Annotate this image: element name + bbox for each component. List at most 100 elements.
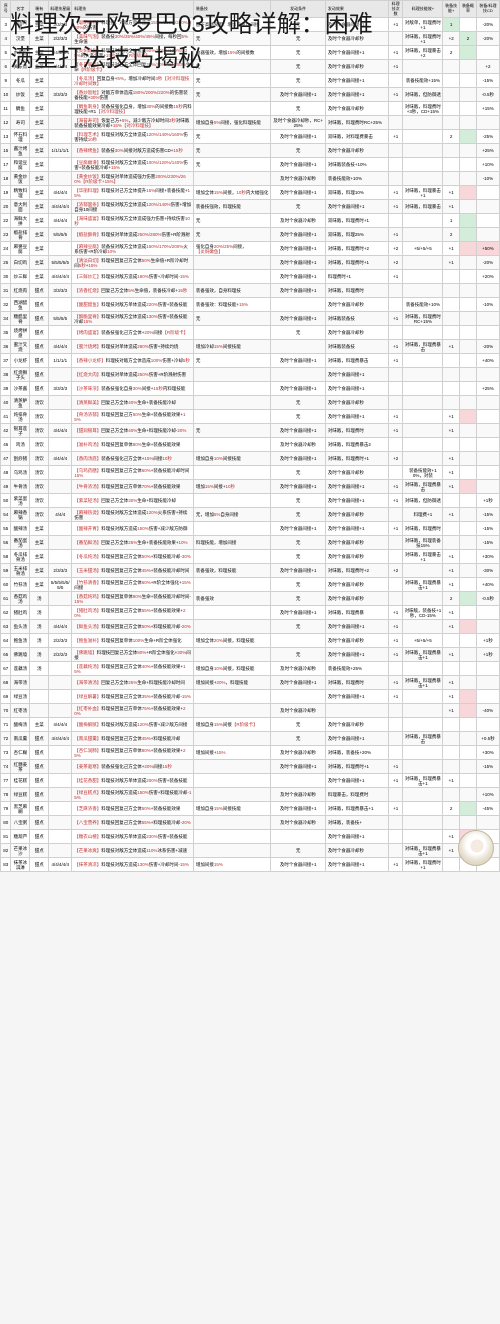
table-cell [443,326,460,340]
table-cell: 及时个食器冷却秒 [325,508,388,522]
table-cell: 【麻辣热烫】料理技对敌方全体造成120%火系伤害+持续伤害 [72,508,194,522]
table-cell [49,410,72,424]
table-cell: 对味敌，料理费暴击 [403,480,443,494]
table-cell: 刮痧猪 [11,452,30,466]
table-cell: 47 [1,452,11,466]
table-cell [403,802,443,816]
table-cell [443,116,460,130]
table-cell [460,340,477,354]
table-cell: -40% [476,704,499,718]
table-cell: 及时个食器间接+1 [271,242,326,256]
table-cell: 及时个食器冷却秒，RC+25% [271,116,326,130]
table-row: 9冬瓜主菜【冬瓜汤】回复自身+5%，增加冷却时间3秒【对冷料理技冷却时间数】无无… [1,74,500,88]
table-cell: 无 [193,88,271,102]
table-cell: 【竹荪清香】料理技回复己方全体60%+R阶全体强化+15%间接 [72,578,194,592]
table-cell: 【酸梅解腻】料理技对敌方造成120%伤害+减少敌方间接 [72,718,194,732]
table-cell: 15 [1,144,11,158]
table-cell: 【海带清汤】回复己方全体25%生命+料理技能冷却时间 [72,676,194,690]
table-cell [460,200,477,214]
table-cell [460,704,477,718]
table-cell: 对味敌，料理费时+1 [325,452,388,466]
table-cell: 无 [271,648,326,662]
table-cell: 及时个食器冷却秒 [271,746,326,760]
table-cell: 对味敌，料理费时+3秒，CD+15% [403,102,443,116]
table-cell: 对味敌，料理费暴击 [403,732,443,746]
table-cell: +1 [388,634,403,648]
table-cell [460,228,477,242]
table-cell: 72 [1,732,11,746]
table-cell [271,368,326,382]
table-cell: 及时个食器间接+1 [271,480,326,494]
table-cell: 无 [271,718,326,732]
table-cell [476,774,499,788]
table-cell: 【莲藕炖汤】料理技回复己方全体40%+装备技能效果+15% [72,662,194,676]
table-cell [460,550,477,564]
table-cell [476,676,499,690]
table-cell: 小龙虾 [11,354,30,368]
table-cell [49,74,72,88]
table-cell: +1 [443,704,460,718]
table-cell: 【酥脆里脊】料理技对敌方全体造成130%伤害+装备技能冷却15% [72,312,194,326]
table-cell: 62 [1,606,11,620]
table-cell: 对味敌，装备技+20% [325,746,388,760]
table-cell: 主菜 [30,256,49,270]
table-cell [49,130,72,144]
table-cell: 八宝粥 [11,816,30,830]
table-cell [193,760,271,774]
table-cell: 汤饮 [30,494,49,508]
table-cell [460,144,477,158]
table-cell [476,690,499,704]
table-cell: +1 [388,228,403,242]
table-cell: 【杏仁润肺】料理技回复己方单体80%+装备技能效果+25% [72,746,194,760]
table-cell: 无 [193,312,271,326]
table-cell [193,704,271,718]
table-cell [460,746,477,760]
table-cell: 及时个食器间接+1 [271,564,326,578]
table-cell [476,452,499,466]
table-cell: 装备技能效+25% [325,662,388,676]
table-row: 40清蒸鲈鱼汤饮【清蒸鲜美】回复己方全体40%生命+装备技能冷却无及时个食器冷却… [1,396,500,410]
table-cell [476,326,499,340]
table-cell: 猪肚鸡 [11,606,30,620]
table-cell: 17 [1,158,11,172]
table-cell [460,732,477,746]
table-row: 48乌鸡汤汤饮【乌鸡药膳】料理技回复己方全体60%+装备技能冷却时间15%无及时… [1,466,500,480]
table-cell: 及时个食器间接+1 [271,312,326,326]
table-cell: 增加间接15% [193,858,271,872]
table-cell: 甜点 [30,746,49,760]
table-cell: 银耳莲子 [11,424,30,438]
table-cell: 炖排骨汤 [11,410,30,424]
table-cell [460,578,477,592]
guide-table-container: 序号名字稀有料理技星级料理技装备技发动条件发动效果料理技次数料理技能效+装备技能… [0,0,500,872]
table-cell: 80 [1,816,11,830]
table-cell [460,172,477,186]
table-cell: 甜点 [30,760,49,774]
table-row: 55酸辣汤主菜【酸辣开胃】料理技对敌方造成150%伤害+减少敌方防御及时个食器间… [1,522,500,536]
table-cell [193,648,271,662]
table-cell: 炒饭 [11,88,30,102]
table-cell: 【麻辣豆腐】装备技对敌方全体造成150%/170%/200%火系伤害+R阶冷却1… [72,242,194,256]
table-cell [460,634,477,648]
table-cell: 甜点 [30,774,49,788]
table-cell: +1 [443,606,460,620]
table-cell: 【清蒸鲜美】回复己方全体40%生命+装备技能冷却 [72,396,194,410]
table-cell: 增加全体15%间接，10秒内大幅强化 [193,186,271,200]
table-cell: 甜点 [30,844,49,858]
table-cell: 无 [271,200,326,214]
table-cell: 50 [1,494,11,508]
table-cell: 对味敌，料理暴击 [403,200,443,214]
table-cell: 汤饮 [30,452,49,466]
table-cell: 【滋补鸡汤】料理技回复单体80%生命+装备技能效果 [72,438,194,452]
table-cell [460,508,477,522]
table-cell [403,130,443,144]
table-cell [460,214,477,228]
table-cell: 13 [1,130,11,144]
table-row: 35烧烤拼盘甜点【烤肉盛宴】装备技强化己方全体+20%间接【R阶级卡】无及时个食… [1,326,500,340]
table-cell: 4/4/4/4 [49,186,72,200]
table-cell [193,270,271,284]
table-cell: +1秒 [476,494,499,508]
table-cell [443,60,460,74]
table-row: 18黄金炒饭主菜【黄金炒饭】料理技对单体造成强力伤害200%/230%/260%… [1,172,500,186]
table-row: 80八宝粥甜点【八宝营养】料理技回复己方全体55%+料理技能冷却-20%及时个食… [1,816,500,830]
table-cell: 主菜 [30,200,49,214]
